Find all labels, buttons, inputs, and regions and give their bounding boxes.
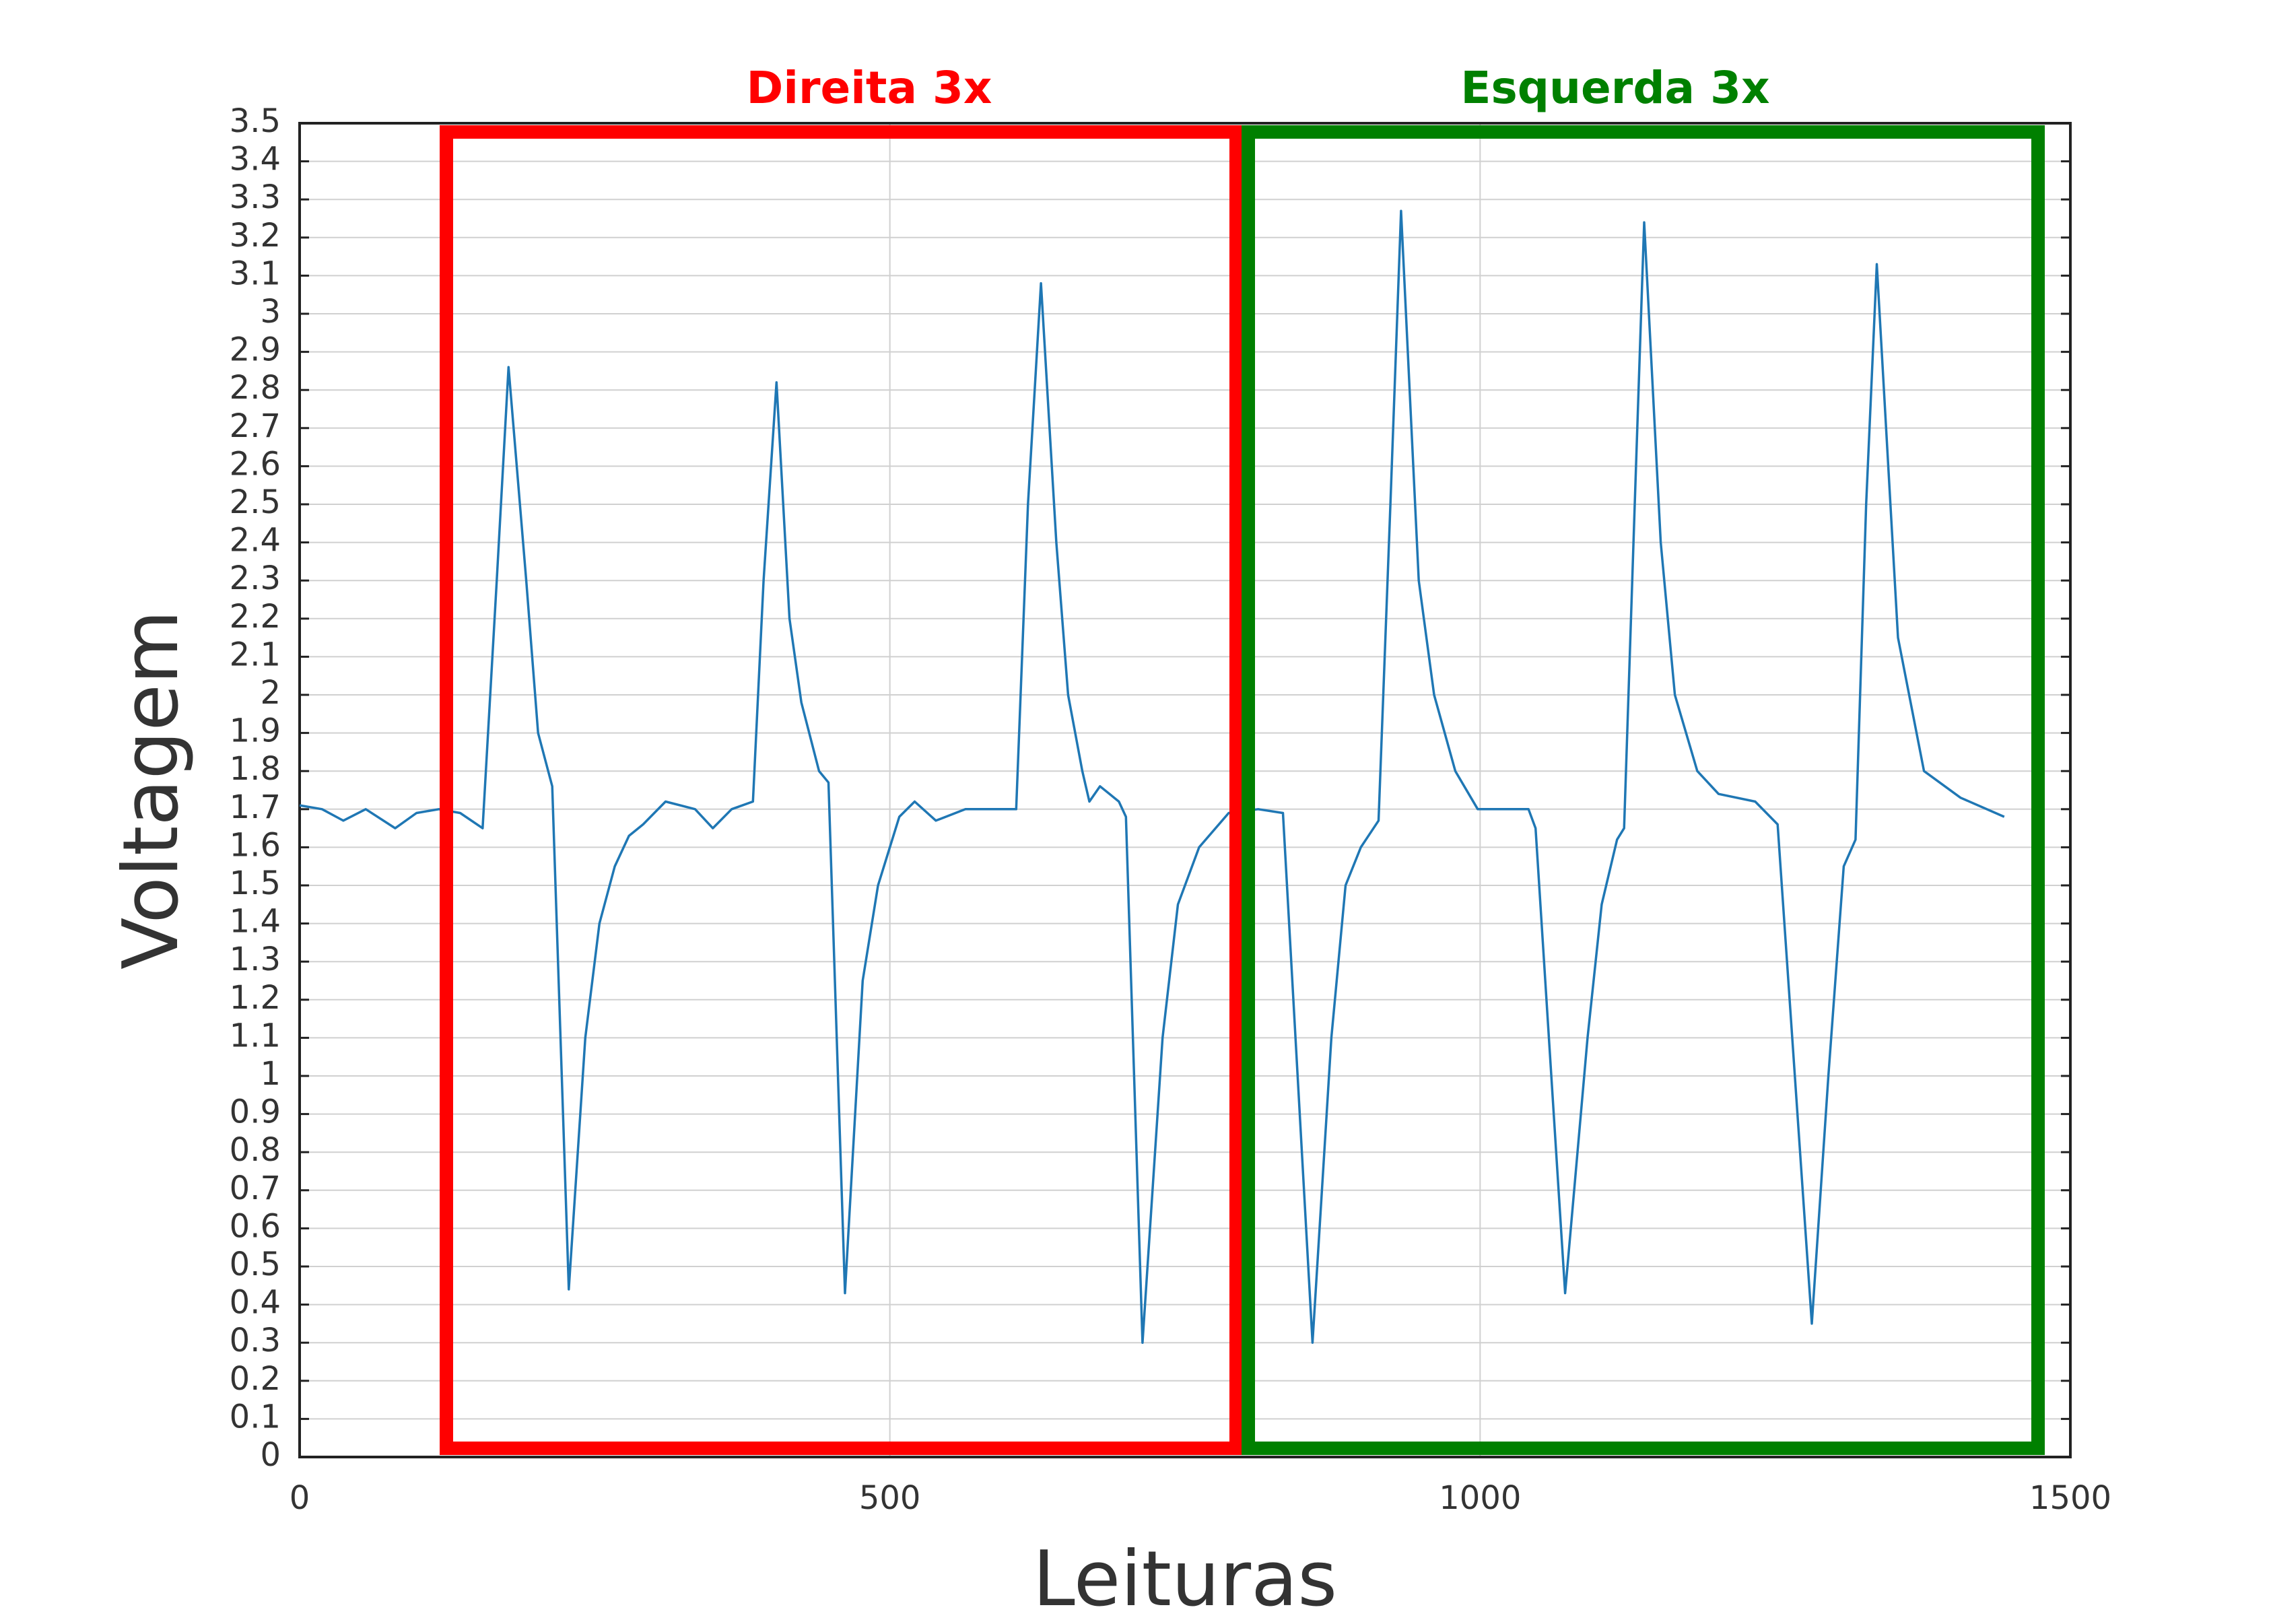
y-tick-label: 0.1 [230, 1398, 281, 1435]
y-axis-label: Voltagem [106, 610, 195, 970]
y-tick-label: 0.3 [230, 1322, 281, 1359]
annotation-label: Esquerda 3x [1460, 62, 1769, 114]
y-tick-label: 1.8 [230, 750, 281, 788]
y-tick-label: 3.4 [230, 141, 281, 178]
y-tick-label: 1.1 [230, 1017, 281, 1054]
y-tick-label: 0.8 [230, 1131, 281, 1169]
y-tick-label: 0.2 [230, 1360, 281, 1398]
y-tick-label: 3.1 [230, 255, 281, 292]
y-tick-label: 1.7 [230, 788, 281, 826]
y-tick-label: 1.3 [230, 941, 281, 978]
y-tick-label: 0 [260, 1436, 281, 1474]
y-tick-label: 0.7 [230, 1170, 281, 1207]
y-tick-label: 0.4 [230, 1284, 281, 1322]
y-tick-label: 1.2 [230, 979, 281, 1017]
y-tick-label: 3.5 [230, 102, 281, 140]
y-tick-label: 1 [260, 1055, 281, 1093]
y-tick-label: 2 [260, 674, 281, 712]
highlight-box [1242, 125, 2045, 1455]
x-axis-label: Leituras [1033, 1534, 1337, 1623]
x-tick-label: 500 [859, 1479, 921, 1517]
y-tick-label: 0.9 [230, 1093, 281, 1131]
y-tick-label: 2.6 [230, 445, 281, 483]
x-tick-label: 1500 [2029, 1479, 2111, 1517]
y-tick-label: 3.2 [230, 217, 281, 255]
y-tick-label: 2.8 [230, 369, 281, 407]
y-tick-label: 3 [260, 293, 281, 331]
y-tick-label: 2.2 [230, 598, 281, 636]
y-tick-label: 2.3 [230, 560, 281, 597]
data-line [299, 209, 2005, 1344]
y-tick-label: 2.9 [230, 331, 281, 369]
y-tick-label: 3.3 [230, 178, 281, 216]
y-tick-label: 2.7 [230, 407, 281, 445]
y-tick-label: 0.6 [230, 1207, 281, 1245]
y-tick-label: 1.9 [230, 712, 281, 750]
y-tick-label: 1.6 [230, 826, 281, 864]
y-tick-label: 1.5 [230, 865, 281, 902]
y-tick-label: 2.1 [230, 636, 281, 673]
y-tick-label: 2.5 [230, 483, 281, 521]
highlight-box [440, 125, 1243, 1455]
y-tick-label: 0.5 [230, 1246, 281, 1283]
x-tick-label: 0 [290, 1479, 310, 1517]
x-tick-label: 1000 [1439, 1479, 1521, 1517]
plot-frame [298, 122, 2072, 1458]
y-tick-label: 1.4 [230, 903, 281, 941]
y-tick-label: 2.4 [230, 522, 281, 560]
annotation-label: Direita 3x [747, 62, 992, 114]
